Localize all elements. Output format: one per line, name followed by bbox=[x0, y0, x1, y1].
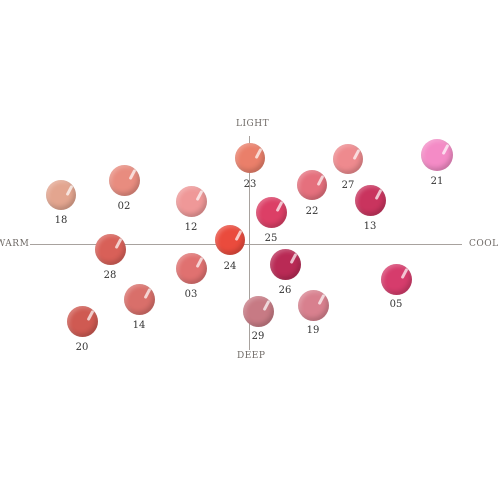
swatch-26 bbox=[269, 248, 301, 280]
swatch-19 bbox=[297, 289, 329, 321]
shade-number-18: 18 bbox=[54, 215, 68, 226]
shade-number-03: 03 bbox=[184, 289, 198, 300]
swatch-13 bbox=[354, 184, 386, 216]
shade-number-02: 02 bbox=[117, 201, 131, 212]
swatch-02 bbox=[108, 164, 140, 196]
shade-number-21: 21 bbox=[430, 176, 444, 187]
swatch-05 bbox=[380, 263, 412, 295]
swatch-12 bbox=[175, 185, 207, 217]
shade-number-24: 24 bbox=[223, 261, 237, 272]
swatch-29 bbox=[242, 295, 274, 327]
swatch-21 bbox=[421, 139, 453, 171]
shade-number-05: 05 bbox=[389, 299, 403, 310]
swatch-28 bbox=[94, 233, 126, 265]
shade-number-28: 28 bbox=[103, 270, 117, 281]
shade-number-13: 13 bbox=[363, 221, 377, 232]
shade-number-29: 29 bbox=[251, 331, 265, 342]
shade-number-26: 26 bbox=[278, 285, 292, 296]
axis-label-deep: DEEP bbox=[237, 351, 266, 361]
shade-number-23: 23 bbox=[243, 179, 257, 190]
swatch-14 bbox=[123, 283, 155, 315]
swatch-22 bbox=[297, 170, 327, 200]
axis-label-cool: COOL bbox=[469, 239, 499, 249]
swatch-20 bbox=[66, 305, 98, 337]
shade-number-27: 27 bbox=[341, 180, 355, 191]
axis-label-light: LIGHT bbox=[236, 119, 270, 129]
shade-number-22: 22 bbox=[305, 206, 319, 217]
shade-number-12: 12 bbox=[184, 222, 198, 233]
shade-number-19: 19 bbox=[306, 325, 320, 336]
shade-number-14: 14 bbox=[132, 320, 146, 331]
horizontal-axis bbox=[30, 244, 462, 245]
axis-label-warm: WARM bbox=[0, 239, 30, 249]
swatch-18 bbox=[46, 180, 76, 210]
swatch-23 bbox=[235, 143, 265, 173]
swatch-27 bbox=[333, 144, 363, 174]
swatch-25 bbox=[255, 196, 287, 228]
vertical-axis bbox=[249, 136, 250, 350]
swatch-24 bbox=[215, 225, 245, 255]
shade-number-20: 20 bbox=[75, 342, 89, 353]
swatch-03 bbox=[175, 252, 207, 284]
shade-number-25: 25 bbox=[264, 233, 278, 244]
